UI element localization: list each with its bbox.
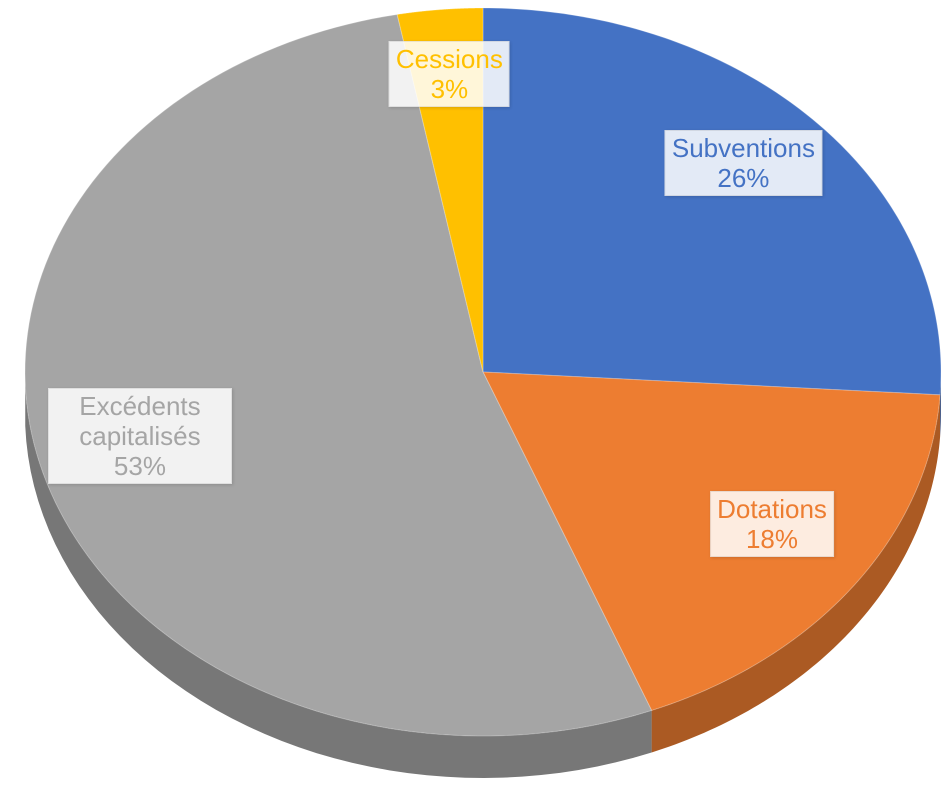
label-category: Excédents capitalisés (79, 391, 201, 452)
pie-slice (24, 13, 653, 737)
pie-side (651, 394, 941, 753)
label-category: Subventions (671, 132, 815, 163)
pie-side (25, 384, 652, 778)
label-value: 53% (113, 451, 166, 482)
pie-sides (25, 372, 941, 778)
data-label: Cessions 3% (388, 41, 510, 108)
label-category: Cessions (395, 44, 503, 75)
pie-side (940, 372, 941, 437)
data-label: Subventions 26% (664, 129, 822, 196)
label-value: 26% (717, 162, 770, 193)
data-label: Excédents capitalisés 53% (47, 388, 232, 485)
pie-slice (482, 7, 942, 396)
label-value: 18% (745, 523, 799, 554)
data-label: Dotations 18% (710, 490, 834, 557)
label-value: 3% (430, 74, 469, 105)
label-category: Dotations (717, 493, 827, 524)
